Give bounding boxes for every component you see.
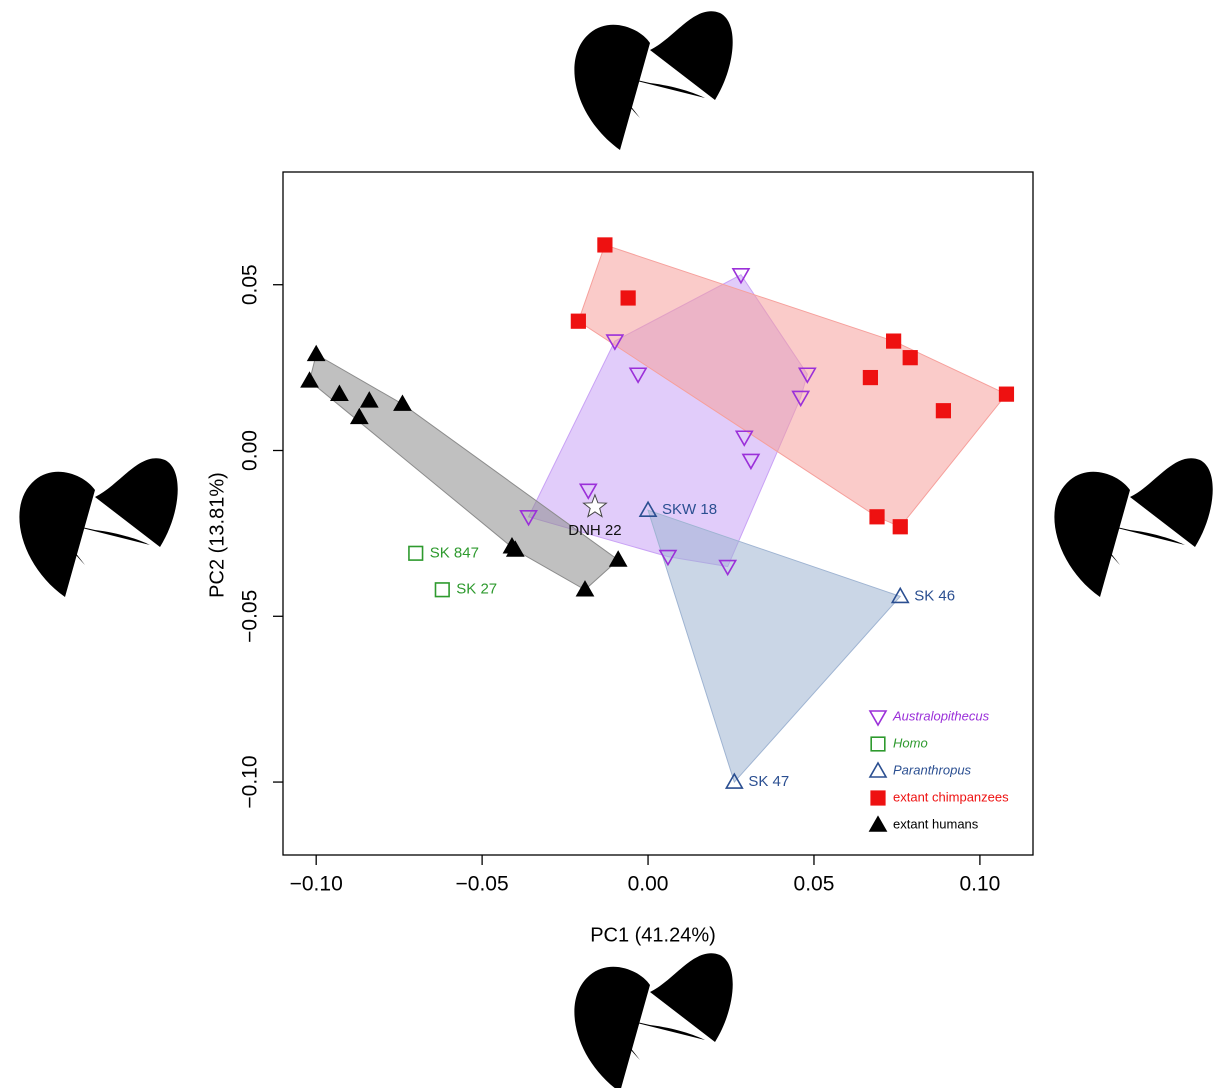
legend-label: extant humans: [893, 816, 979, 831]
chart: PC1 (41.24%) PC2 (13.81%) −0.10 −0.05 0.00…: [0, 0, 1215, 1088]
shape-outline: [19, 458, 177, 597]
marker: [937, 404, 951, 418]
legend: Australopithecus Homo Paranthropus extant c…: [870, 708, 1009, 831]
x-tick-label: 0.10: [959, 873, 1000, 896]
marker: [1000, 387, 1014, 401]
marker: [870, 510, 884, 524]
y-axis-label: PC2 (13.81%): [206, 472, 228, 598]
x-tick-label: −0.05: [456, 873, 509, 896]
group-hull: [648, 510, 900, 782]
shape-outline: [1054, 458, 1212, 597]
marker: [887, 334, 901, 348]
x-axis-label: PC1 (41.24%): [590, 924, 716, 946]
x-tick-label: 0.05: [794, 873, 835, 896]
marker: [893, 520, 907, 534]
legend-marker: [870, 711, 886, 725]
marker: [409, 546, 423, 560]
point-label: SK 27: [456, 581, 497, 598]
x-tick-label: −0.10: [290, 873, 343, 896]
y-tick-label: 0.00: [239, 430, 262, 471]
shape-outline: [574, 11, 732, 150]
marker: [621, 291, 635, 305]
marker: [308, 346, 324, 360]
legend-label: Paranthropus: [893, 762, 972, 777]
point-label: SK 46: [914, 587, 955, 604]
point-label: SK 47: [748, 773, 789, 790]
shape-outline: [574, 953, 732, 1088]
marker: [572, 314, 586, 328]
marker: [598, 238, 612, 252]
y-tick-label: −0.10: [239, 755, 262, 808]
legend-label: Homo: [893, 735, 928, 750]
x-tick-label: 0.00: [628, 873, 669, 896]
hulls: [310, 245, 1007, 782]
legend-label: extant chimpanzees: [893, 789, 1009, 804]
legend-marker: [870, 817, 886, 831]
point-label: SKW 18: [662, 501, 717, 518]
point-label: SK 847: [430, 544, 479, 561]
legend-marker: [871, 791, 885, 805]
marker: [864, 371, 878, 385]
annotation-label: DNH 22: [568, 522, 621, 539]
legend-marker: [871, 737, 885, 751]
legend-marker: [870, 763, 886, 777]
marker: [435, 583, 449, 597]
y-tick-label: −0.05: [239, 590, 262, 643]
legend-label: Australopithecus: [892, 708, 990, 723]
y-tick-label: 0.05: [239, 264, 262, 305]
marker: [903, 351, 917, 365]
